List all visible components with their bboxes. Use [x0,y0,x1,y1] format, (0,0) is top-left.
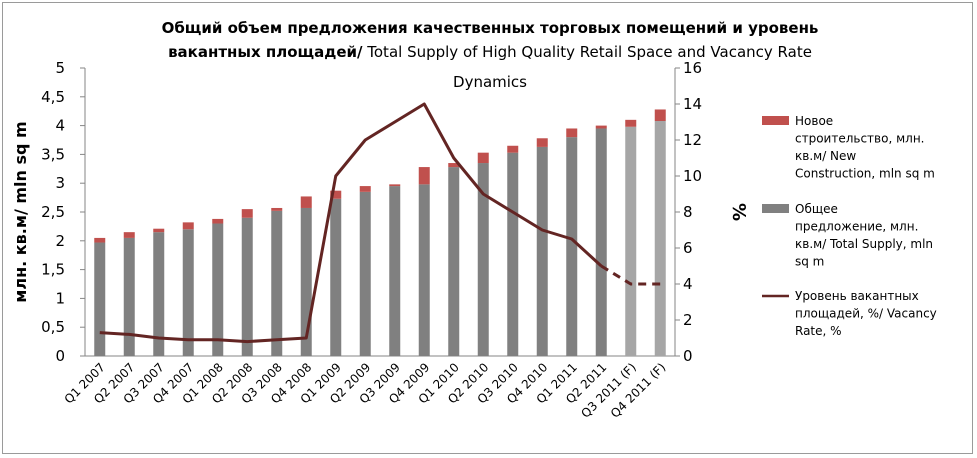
chart-title-line-1: Общий объем предложения качественных тор… [162,19,819,37]
legend-swatch-new-construction [762,116,789,125]
legend-swatch-total-supply [762,204,789,213]
legend-label: sq m [795,255,824,269]
y-tick-label: 1 [55,289,65,307]
legend-label: кв.м/ New [795,149,856,163]
legend-label: предложение, млн. [795,220,918,234]
y2-tick-label: 16 [683,59,702,77]
chart-title-line-2-regular: Total Supply of High Quality Retail Spac… [363,43,812,61]
bar-new-construction [507,145,519,153]
bar-new-construction [536,138,548,147]
y-tick-label: 2,5 [41,203,65,221]
bar-total-supply [507,152,519,356]
y2-tick-label: 4 [683,275,693,293]
vacancy-rate-line [99,102,603,344]
y2-tick-label: 2 [683,311,693,329]
bar-new-construction [654,109,666,121]
bar-total-supply [94,242,106,356]
legend-label: Rate, % [795,324,842,338]
bar-new-construction [212,218,224,224]
chart-title-line-2-bold: вакантных площадей/ [168,43,363,61]
legend-label: Construction, mln sq m [795,167,935,181]
bar-new-construction [625,119,637,127]
y2-tick-label: 6 [683,239,693,257]
bar-new-construction [389,184,401,187]
y-tick-label: 1,5 [41,261,65,279]
bar-total-supply [536,146,548,356]
bar-total-supply [359,191,371,356]
y-tick-label: 5 [55,59,65,77]
y2-tick-label: 14 [683,95,702,113]
bar-total-supply [477,163,489,356]
legend-label: Уровень вакантных [795,289,919,303]
y-tick-label: 4 [55,117,65,135]
bar-total-supply [566,137,578,356]
bar-total-supply [212,223,224,356]
bar-total-supply [654,120,666,356]
bar-new-construction [241,209,253,218]
legend: Новое строительство, млн. кв.м/ New Constru… [762,114,937,338]
legend-label: Общее [795,202,838,216]
bar-total-supply [418,184,430,356]
y2-axis-label: % [728,203,749,221]
y-tick-label: 0 [55,347,65,365]
y2-tick-label: 12 [683,131,702,149]
bar-total-supply [389,186,401,356]
chart-title: Общий объем предложения качественных тор… [162,19,819,91]
bar-new-construction [566,128,578,138]
y-tick-label: 3 [55,174,65,192]
bar-new-construction [595,125,607,129]
bar-total-supply [330,198,342,356]
bar-new-construction [477,152,489,164]
y2-tick-label: 0 [683,347,693,365]
bar-total-supply [123,237,135,356]
bar-new-construction [418,167,430,185]
y-axis-label: млн. кв.м/ mln sq m [11,121,30,302]
legend-label: Новое [795,114,833,128]
bar-total-supply [182,229,194,356]
bar-new-construction [300,196,312,208]
bar-new-construction [94,237,106,243]
bar-total-supply [595,128,607,356]
bar-total-supply [241,217,253,356]
bar-new-construction [182,222,194,230]
y-tick-label: 0,5 [41,318,65,336]
bar-total-supply [153,232,165,356]
bar-new-construction [271,207,283,211]
legend-label: площадей, %/ Vacancy [795,307,937,321]
vacancy-rate-forecast-line [600,264,661,286]
bar-total-supply [300,207,312,356]
bar-total-supply [448,167,460,356]
y-tick-label: 4,5 [41,88,65,106]
y-tick-label: 3,5 [41,145,65,163]
bar-new-construction [153,228,165,233]
bar-new-construction [330,190,342,199]
y-tick-label: 2 [55,232,65,250]
bar-new-construction [123,232,135,238]
legend-label: строительство, млн. [795,132,924,146]
legend-label: кв.м/ Total Supply, mln [795,237,933,251]
chart-title-line-2: вакантных площадей/ Total Supply of High… [168,43,812,61]
chart-title-line-3: Dynamics [453,73,527,91]
y2-tick-label: 10 [683,167,702,185]
y2-tick-label: 8 [683,203,693,221]
bar-new-construction [448,163,460,168]
bar-new-construction [359,186,371,192]
bar-total-supply [271,210,283,356]
bar-total-supply [625,126,637,356]
